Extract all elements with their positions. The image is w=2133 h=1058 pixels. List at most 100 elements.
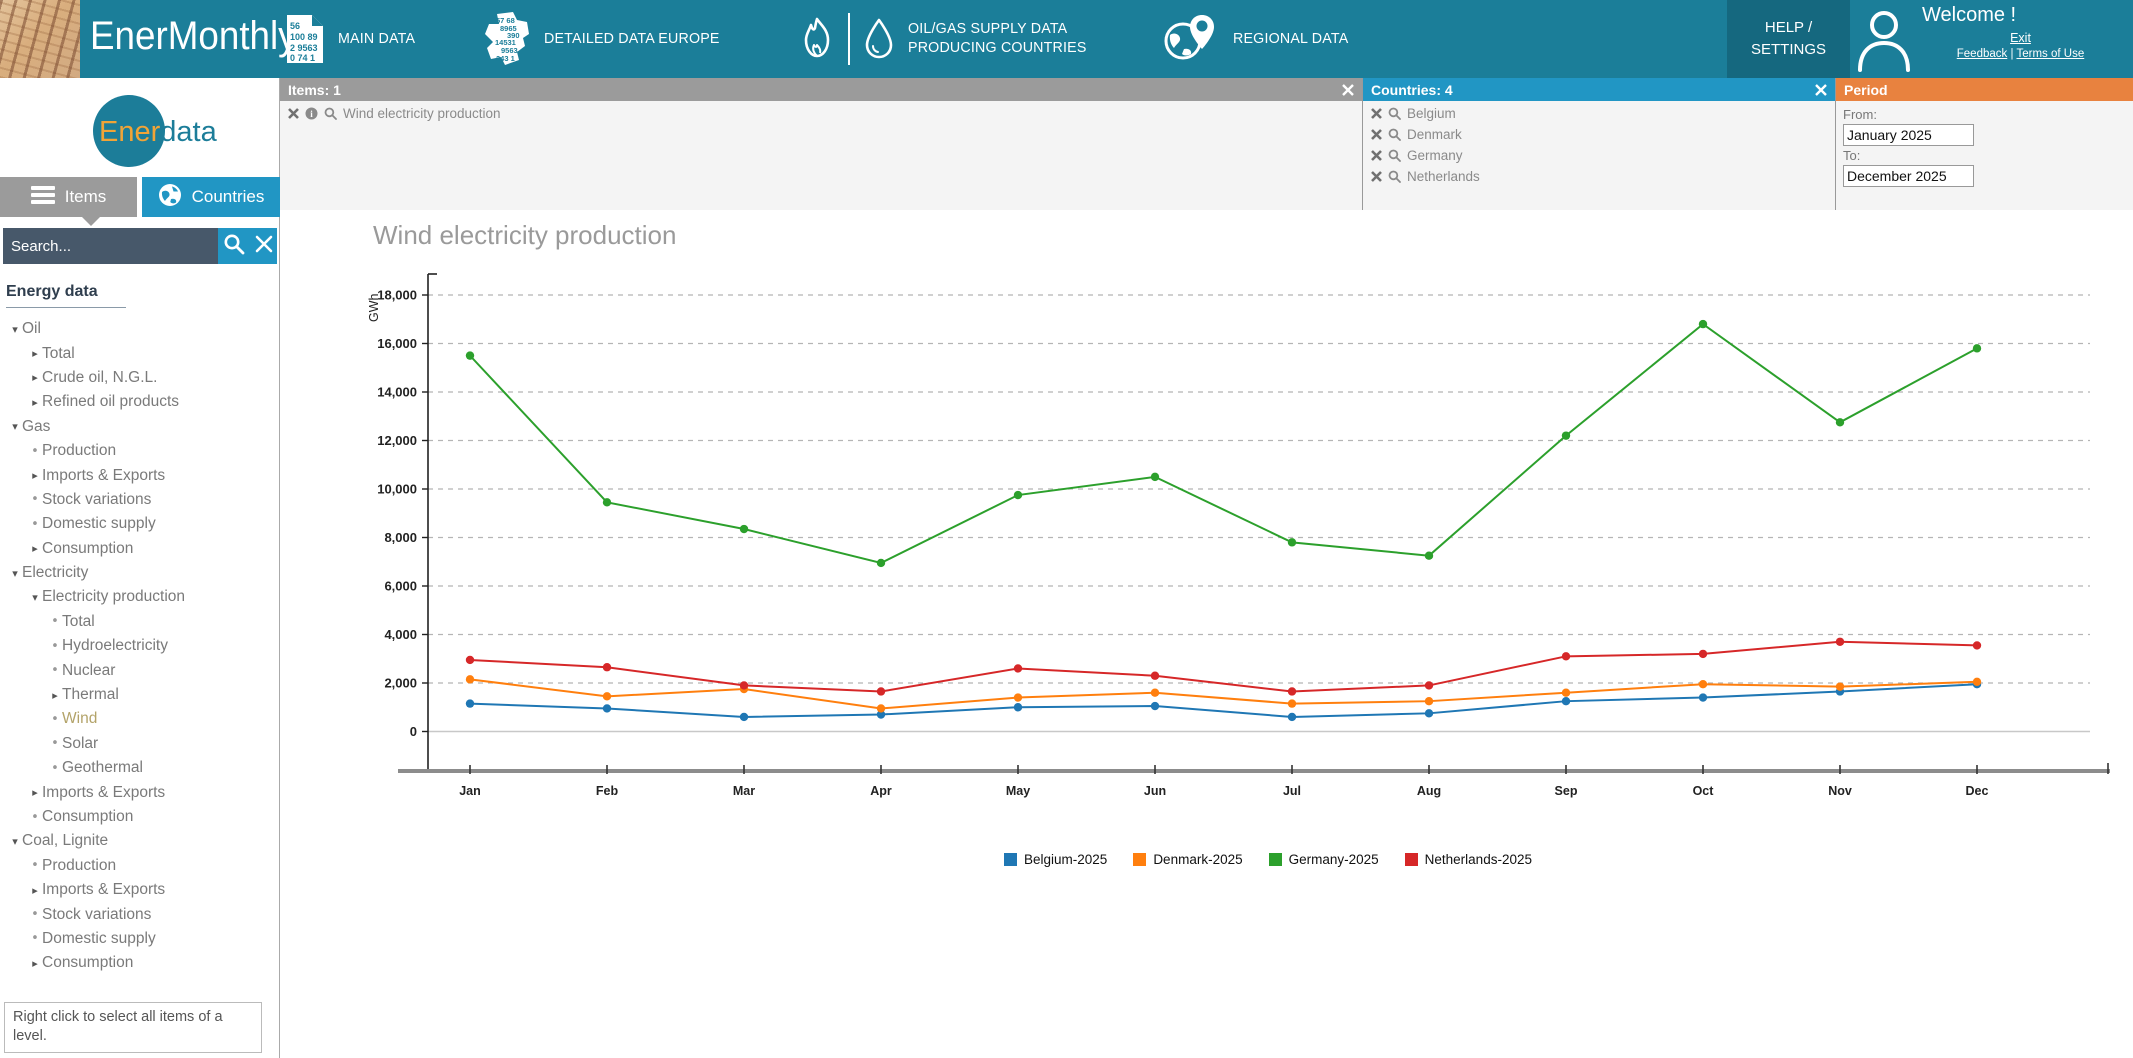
tree-item-domestic-supply[interactable]: • Domestic supply <box>6 927 274 951</box>
sidebar: Enerdata Items Countries <box>0 78 280 1058</box>
svg-text:14,000: 14,000 <box>377 385 417 400</box>
feedback-link[interactable]: Feedback <box>1957 48 2008 60</box>
bullet-icon: • <box>28 492 42 507</box>
tree-item-production[interactable]: • Production <box>6 854 274 878</box>
tree-item-total[interactable]: ▸ Total <box>6 341 274 365</box>
info-icon[interactable]: i <box>305 107 318 120</box>
zoom-country-icon[interactable] <box>1388 107 1401 120</box>
tree-item-stock-variations[interactable]: • Stock variations <box>6 488 274 512</box>
svg-text:243 1: 243 1 <box>496 54 515 63</box>
legend-swatch <box>1004 853 1017 866</box>
remove-item-icon[interactable] <box>288 108 299 119</box>
tree-item-stock-variations[interactable]: • Stock variations <box>6 902 274 926</box>
tree-item-label: Coal, Lignite <box>22 832 108 850</box>
bullet-icon: • <box>48 614 62 629</box>
zoom-country-icon[interactable] <box>1388 128 1401 141</box>
tree-item-electricity-production[interactable]: ▾ Electricity production <box>6 585 274 609</box>
tree-item-label: Gas <box>22 418 50 436</box>
tree-item-consumption[interactable]: • Consumption <box>6 805 274 829</box>
legend-swatch <box>1269 853 1282 866</box>
tree-item-oil[interactable]: ▾ Oil <box>6 317 274 341</box>
period-from-input[interactable] <box>1843 124 1974 146</box>
help-settings-button[interactable]: HELP / SETTINGS <box>1727 0 1850 78</box>
user-avatar-icon <box>1856 8 1912 72</box>
nav-separator <box>848 13 850 65</box>
zoom-country-icon[interactable] <box>1388 149 1401 162</box>
water-drop-icon <box>863 16 895 62</box>
tree-item-hydroelectricity[interactable]: • Hydroelectricity <box>6 634 274 658</box>
chart-legend: Belgium-2025 Denmark-2025 Germany-2025 N… <box>428 852 2108 867</box>
period-panel: Period From: To: <box>1836 78 2133 210</box>
country-label: Belgium <box>1407 106 1456 121</box>
terms-link[interactable]: Terms of Use <box>2016 48 2084 60</box>
period-to-input[interactable] <box>1843 165 1974 187</box>
items-panel-header: Items: 1 <box>280 78 1362 101</box>
app-title: EnerMonthly <box>90 14 297 59</box>
period-from-label: From: <box>1843 107 2126 122</box>
bullet-icon: • <box>28 444 42 459</box>
expand-icon: ▸ <box>28 469 42 482</box>
tree-item-label: Thermal <box>62 686 119 704</box>
tree-item-imports-exports[interactable]: ▸ Imports & Exports <box>6 463 274 487</box>
legend-swatch <box>1133 853 1146 866</box>
items-panel-title: Items: 1 <box>288 82 341 98</box>
tree-item-coal-lignite[interactable]: ▾ Coal, Lignite <box>6 829 274 853</box>
tree-item-wind[interactable]: • Wind <box>6 707 274 731</box>
tab-countries[interactable]: Countries <box>142 177 280 217</box>
tab-items[interactable]: Items <box>0 177 137 217</box>
search-actions <box>218 228 277 264</box>
nav-main-data[interactable]: 56 100 89 2 9563 0 74 1 MAIN DATA <box>285 0 419 78</box>
remove-country-icon[interactable] <box>1371 150 1382 161</box>
svg-text:GWh: GWh <box>367 293 381 322</box>
remove-country-icon[interactable] <box>1371 108 1382 119</box>
tree-item-crude-oil-n-g-l-[interactable]: ▸ Crude oil, N.G.L. <box>6 366 274 390</box>
bullet-icon: • <box>48 712 62 727</box>
tree-item-label: Electricity production <box>42 588 185 606</box>
app-header: EnerMonthly 56 100 89 2 9563 0 74 1 MAIN… <box>0 0 2133 78</box>
remove-country-icon[interactable] <box>1371 129 1382 140</box>
svg-text:May: May <box>1006 784 1030 798</box>
enerdata-logo-text: Enerdata <box>99 116 217 149</box>
svg-text:0 74 1: 0 74 1 <box>290 53 315 63</box>
tree-item-imports-exports[interactable]: ▸ Imports & Exports <box>6 780 274 804</box>
tree-item-label: Total <box>42 345 75 363</box>
welcome-block: Welcome ! Exit Feedback | Terms of Use <box>1918 4 2123 60</box>
expand-icon: ▸ <box>28 786 42 799</box>
nav-regional-data[interactable]: REGIONAL DATA <box>1162 0 1355 78</box>
tree-item-consumption[interactable]: ▸ Consumption <box>6 951 274 975</box>
close-icon[interactable] <box>1342 84 1354 96</box>
expand-icon: ▸ <box>28 347 42 360</box>
active-tab-notch <box>82 217 100 226</box>
clear-search-icon[interactable] <box>255 235 273 258</box>
nav-detailed-data-europe[interactable]: 57 68 8965 390 14531 9563 243 1 DETAILED… <box>483 0 729 78</box>
zoom-item-icon[interactable] <box>324 107 337 120</box>
exit-link[interactable]: Exit <box>2010 31 2031 45</box>
selected-country-row: Germany <box>1363 143 1835 164</box>
tree-item-gas[interactable]: ▾ Gas <box>6 415 274 439</box>
close-icon[interactable] <box>1815 84 1827 96</box>
tree-item-total[interactable]: • Total <box>6 610 274 634</box>
tree-item-production[interactable]: • Production <box>6 439 274 463</box>
tree-item-label: Imports & Exports <box>42 881 165 899</box>
search-icon[interactable] <box>223 233 245 260</box>
tree-item-imports-exports[interactable]: ▸ Imports & Exports <box>6 878 274 902</box>
data-sheet-icon: 56 100 89 2 9563 0 74 1 <box>285 13 325 65</box>
tree-item-geothermal[interactable]: • Geothermal <box>6 756 274 780</box>
nav-oil-gas-supply[interactable]: OIL/GAS SUPPLY DATA PRODUCING COUNTRIES <box>799 0 1096 78</box>
period-panel-title: Period <box>1844 82 1888 98</box>
remove-country-icon[interactable] <box>1371 171 1382 182</box>
bullet-icon: • <box>28 858 42 873</box>
items-list: i Wind electricity production <box>280 101 1362 122</box>
tree-item-refined-oil-products[interactable]: ▸ Refined oil products <box>6 390 274 414</box>
tree-item-solar[interactable]: • Solar <box>6 732 274 756</box>
bullet-icon: • <box>48 736 62 751</box>
tree-item-nuclear[interactable]: • Nuclear <box>6 658 274 682</box>
tree-item-domestic-supply[interactable]: • Domestic supply <box>6 512 274 536</box>
tree-item-thermal[interactable]: ▸ Thermal <box>6 683 274 707</box>
zoom-country-icon[interactable] <box>1388 170 1401 183</box>
tree-item-consumption[interactable]: ▸ Consumption <box>6 537 274 561</box>
tree-item-electricity[interactable]: ▾ Electricity <box>6 561 274 585</box>
legend-item-belgium-2025: Belgium-2025 <box>1004 852 1107 867</box>
tree-item-label: Consumption <box>42 954 133 972</box>
search-input[interactable] <box>3 228 218 264</box>
